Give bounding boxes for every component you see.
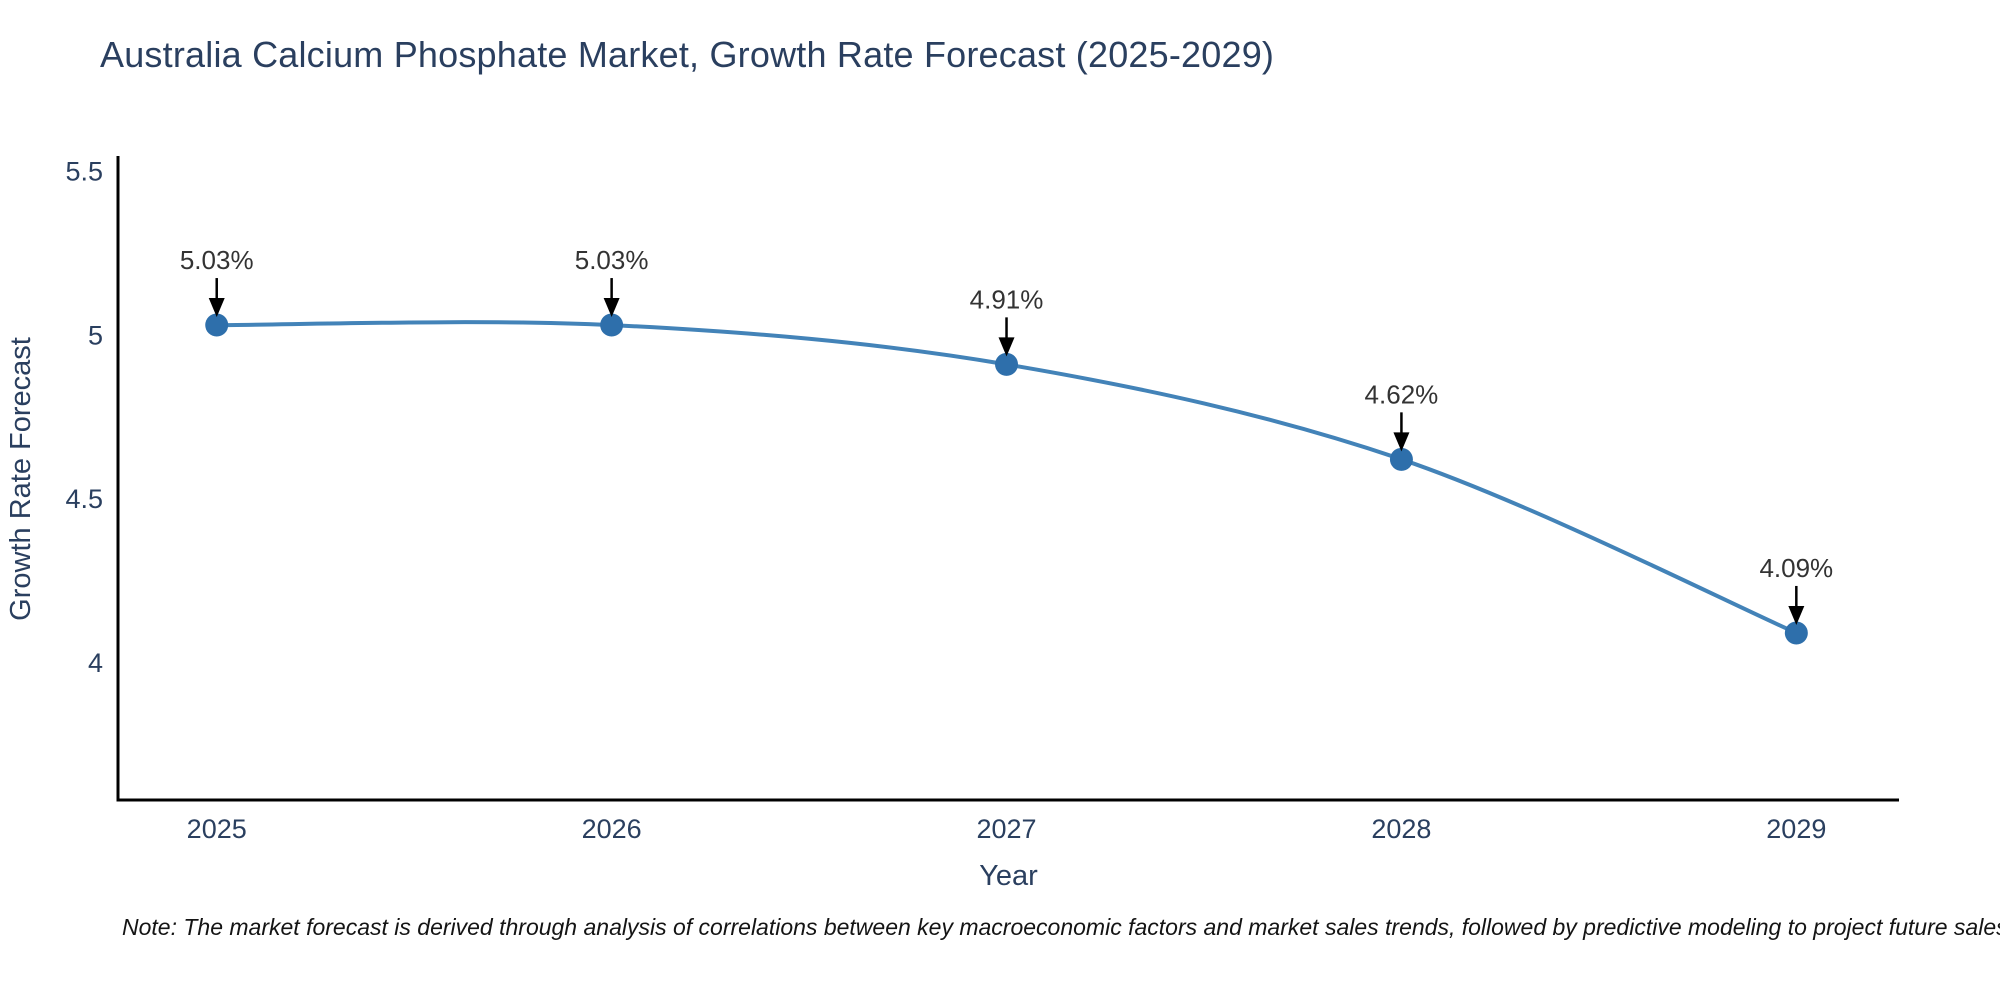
y-tick-label: 4 [88, 648, 103, 678]
annotation-label: 5.03% [575, 245, 649, 275]
annotation-label: 5.03% [180, 245, 254, 275]
x-tick-label: 2026 [582, 814, 642, 844]
annotation-arrowhead [208, 298, 225, 318]
data-point-marker [600, 313, 624, 337]
annotation-label: 4.62% [1365, 379, 1439, 409]
data-point-marker [1784, 621, 1808, 645]
y-axis-title: Growth Rate Forecast [5, 337, 37, 621]
chart-title: Australia Calcium Phosphate Market, Grow… [100, 34, 1275, 75]
x-tick-label: 2028 [1371, 814, 1431, 844]
x-tick-label: 2025 [187, 814, 247, 844]
annotation-arrowhead [1393, 432, 1410, 452]
x-axis-title: Year [979, 860, 1038, 892]
annotation-arrowhead [603, 298, 620, 318]
data-point-marker [1389, 447, 1413, 471]
x-tick-label: 2029 [1766, 814, 1826, 844]
y-tick-label: 5 [88, 320, 103, 350]
x-tick-label: 2027 [976, 814, 1036, 844]
y-tick-label: 5.5 [65, 157, 103, 187]
annotation-label: 4.09% [1759, 553, 1833, 583]
annotation-arrowhead [998, 337, 1015, 357]
annotation-arrowhead [1788, 605, 1805, 625]
y-tick-label: 4.5 [65, 484, 103, 514]
footnote: Note: The market forecast is derived thr… [122, 914, 2000, 940]
data-point-marker [995, 352, 1019, 376]
annotation-label: 4.91% [970, 284, 1044, 314]
data-point-marker [205, 313, 229, 337]
